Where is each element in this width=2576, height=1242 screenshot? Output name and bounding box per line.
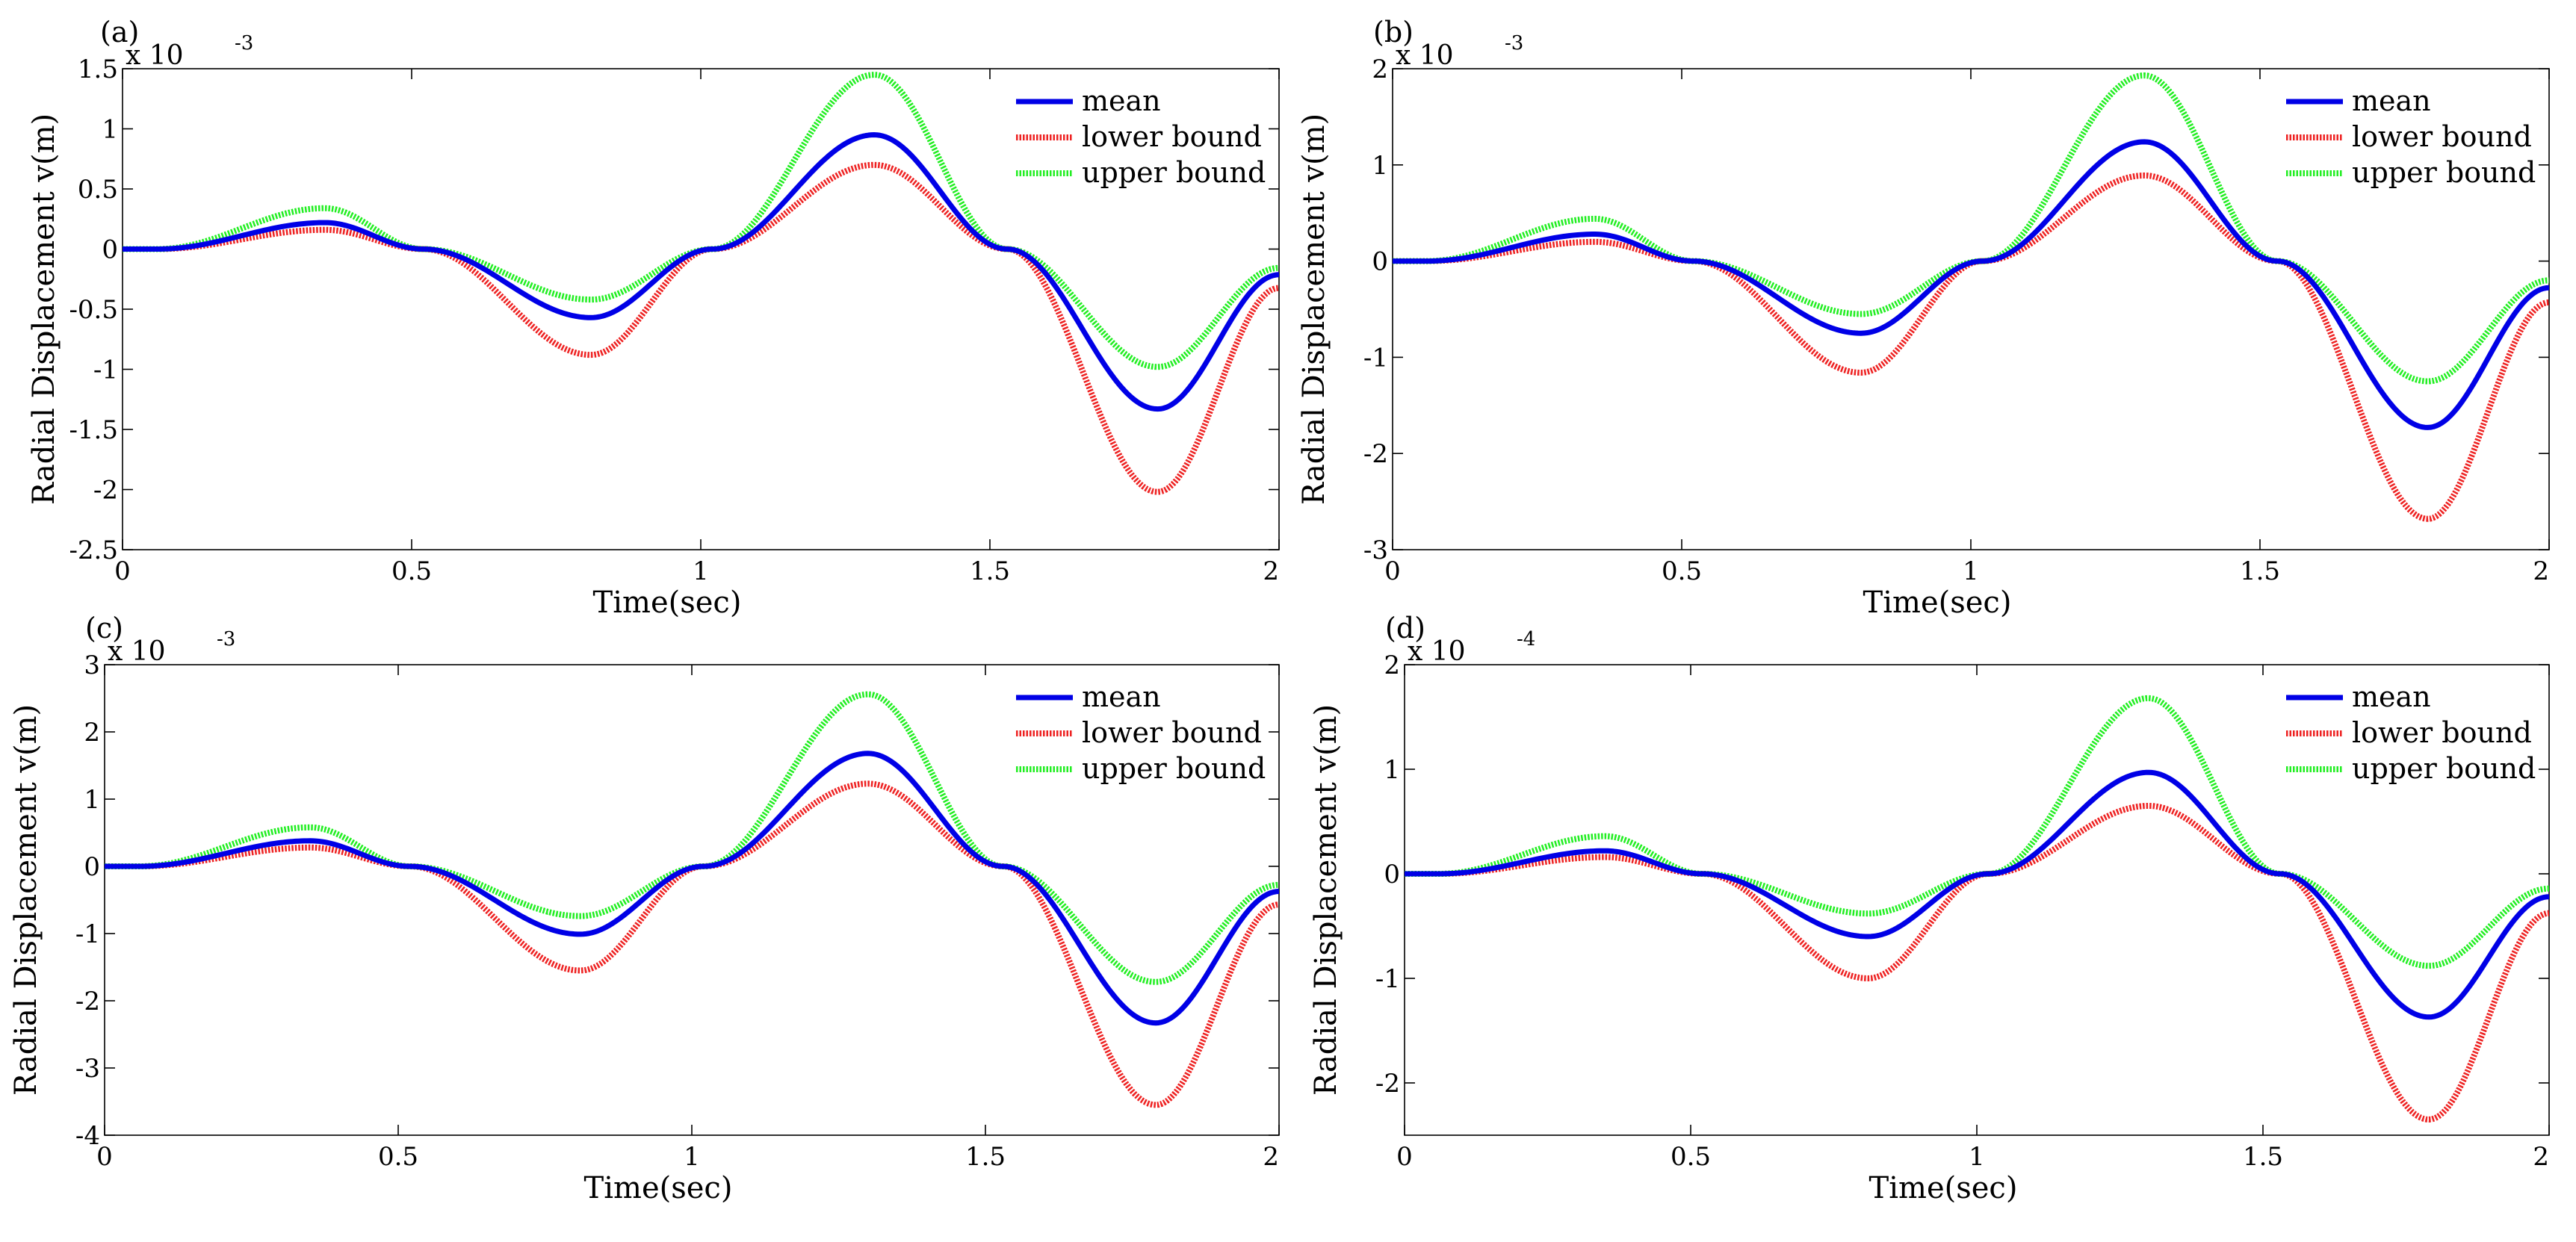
series-line-mean <box>1405 769 2549 1020</box>
x-tick-label: 2 <box>2533 1142 2549 1172</box>
series-line-mean <box>1393 139 2549 430</box>
axis-scale-factor: x 10 <box>1408 636 1466 667</box>
series-line-upper-bound <box>123 72 1279 370</box>
x-tick-label: 0 <box>114 556 131 586</box>
y-tick-label: 1 <box>1372 151 1388 181</box>
y-tick-label: 0.5 <box>78 175 118 205</box>
x-axis-label: Time(sec) <box>1863 586 2012 620</box>
y-tick-label: -1.5 <box>69 415 118 445</box>
x-tick-label: 1 <box>684 1142 700 1172</box>
y-tick-label: 0 <box>102 235 118 265</box>
y-tick-label: 1 <box>84 785 100 815</box>
x-axis-label: Time(sec) <box>593 586 742 620</box>
series-line-mean <box>105 751 1279 1026</box>
y-tick-label: 0 <box>1384 860 1400 889</box>
y-tick-label: 1 <box>1384 755 1400 785</box>
y-tick-label: -3 <box>75 1054 100 1084</box>
y-tick-label: 0 <box>1372 247 1388 277</box>
legend-label: upper bound <box>1082 156 1266 189</box>
axis-scale-factor: x 10 <box>108 636 166 667</box>
x-axis-label: Time(sec) <box>1869 1171 2018 1205</box>
y-tick-label: 2 <box>84 718 100 748</box>
x-tick-label: 0.5 <box>1662 556 1702 586</box>
panel-label: (c) <box>85 612 123 645</box>
legend-label: mean <box>2352 680 2431 713</box>
legend-label: mean <box>1082 680 1161 713</box>
y-tick-label: 0 <box>84 852 100 882</box>
x-tick-label: 1.5 <box>965 1142 1006 1172</box>
legend-label: lower bound <box>1082 120 1262 153</box>
legend-label: upper bound <box>1082 752 1266 785</box>
y-tick-label: -1 <box>1375 964 1400 994</box>
x-tick-label: 1 <box>1969 1142 1985 1172</box>
x-tick-label: 0.5 <box>391 556 432 586</box>
x-tick-label: 1.5 <box>970 556 1010 586</box>
legend-label: upper bound <box>2352 156 2536 189</box>
subplot-d: 0 0.5 1 1.5 2 -2 -1 0 1 2 Time(sec) Radial Displace… <box>1309 612 2550 1205</box>
legend-label: lower bound <box>2352 120 2532 153</box>
y-tick-label: -3 <box>1363 535 1388 565</box>
y-tick-label: -1 <box>75 919 100 949</box>
legend-label: lower bound <box>2352 716 2532 749</box>
legend-label: mean <box>1082 84 1161 117</box>
x-tick-label: 1 <box>693 556 709 586</box>
y-tick-label: -4 <box>75 1121 100 1151</box>
series-line-mean <box>123 132 1279 412</box>
x-tick-label: 1.5 <box>2240 556 2280 586</box>
y-tick-label: -0.5 <box>69 295 118 325</box>
x-tick-label: 1 <box>1963 556 1979 586</box>
series-line-lower-bound <box>1405 803 2549 1123</box>
axis-scale-exponent: -4 <box>1517 628 1535 651</box>
y-tick-label: 2 <box>1372 55 1388 84</box>
x-tick-label: 2 <box>1263 556 1279 586</box>
panel-label: (d) <box>1385 612 1425 645</box>
y-tick-label: -2 <box>93 476 118 506</box>
x-tick-label: 0 <box>1384 556 1401 586</box>
x-tick-label: 2 <box>1263 1142 1279 1172</box>
series-line-lower-bound <box>105 780 1279 1108</box>
subplot-c: 0 0.5 1 1.5 2 -4 -3 -2 -1 0 1 2 3 Time(sec) Radial Dis… <box>9 612 1280 1205</box>
x-axis-label: Time(sec) <box>584 1171 733 1205</box>
legend-label: mean <box>2352 84 2431 117</box>
axis-scale-exponent: -3 <box>235 32 253 55</box>
x-tick-label: 2 <box>2533 556 2549 586</box>
axis-scale-exponent: -3 <box>1505 32 1523 55</box>
panel-label: (a) <box>100 16 139 49</box>
x-tick-label: 0.5 <box>1671 1142 1711 1172</box>
y-tick-label: -1 <box>93 355 118 385</box>
x-tick-label: 0 <box>1396 1142 1413 1172</box>
series-line-upper-bound <box>1393 72 2549 385</box>
y-tick-label: -2 <box>1363 439 1388 469</box>
axis-scale-factor: x 10 <box>126 40 184 71</box>
y-tick-label: -1 <box>1363 343 1388 373</box>
series-line-upper-bound <box>105 691 1279 985</box>
y-axis-label: Radial Displacement v(m) <box>1309 704 1343 1096</box>
subplot-a: 0 0.5 1 1.5 2 -2.5 -2 -1.5 -1 -0.5 0 0.5 1 1.5 Time(se… <box>27 16 1280 620</box>
subplot-b: 0 0.5 1 1.5 2 -3 -2 -1 0 1 2 Time(sec) Radial Displa… <box>1297 16 2550 620</box>
y-tick-label: -2 <box>1375 1069 1400 1099</box>
x-tick-label: 1.5 <box>2243 1142 2283 1172</box>
y-axis-label: Radial Displacement v(m) <box>27 114 61 505</box>
legend-label: upper bound <box>2352 752 2536 785</box>
y-tick-label: 1.5 <box>78 55 118 84</box>
y-tick-label: 2 <box>1384 651 1400 680</box>
y-tick-label: 1 <box>102 115 118 145</box>
y-tick-label: -2 <box>75 987 100 1016</box>
panel-label: (b) <box>1373 16 1414 49</box>
axis-scale-exponent: -3 <box>217 628 235 651</box>
y-axis-label: Radial Displacement v(m) <box>1297 114 1331 505</box>
y-tick-label: -2.5 <box>69 535 118 565</box>
axis-scale-factor: x 10 <box>1396 40 1454 71</box>
x-tick-label: 0 <box>96 1142 113 1172</box>
x-tick-label: 0.5 <box>378 1142 418 1172</box>
y-tick-label: 3 <box>84 651 100 680</box>
y-axis-label: Radial Displacement v(m) <box>9 704 43 1096</box>
legend-label: lower bound <box>1082 716 1262 749</box>
